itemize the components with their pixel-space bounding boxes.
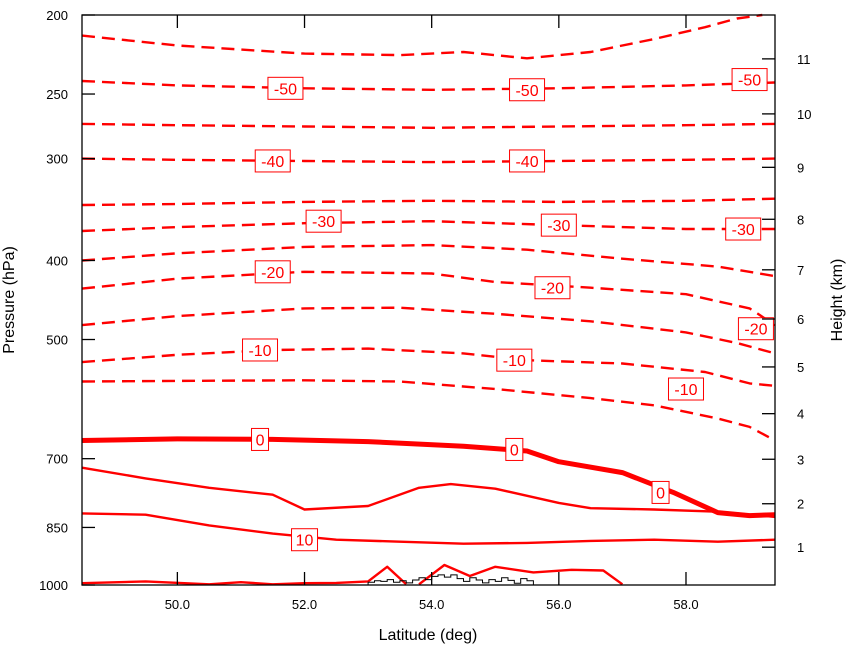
contour-line-0 [81, 13, 763, 60]
contour-line-2 [81, 122, 776, 129]
pressure-tick-label-2: 300 [46, 152, 68, 167]
contour-label-box-11 [242, 338, 279, 362]
contour-label-12: -10 [503, 353, 526, 370]
contour-label-box-13 [667, 377, 704, 401]
contour-line-5 [81, 220, 775, 233]
height-tick-label-9: 10 [797, 107, 811, 122]
contour-label-box-4 [509, 149, 546, 173]
contour-label-box-0 [267, 76, 304, 100]
x-tick-label-3: 56.0 [546, 597, 571, 612]
pressure-tick-label-6: 850 [46, 520, 68, 535]
contour-label-2: -50 [738, 73, 761, 90]
contour-label-box-14 [251, 427, 270, 451]
contour-line-4 [81, 197, 776, 207]
terrain-outline [367, 574, 540, 586]
x-tick-label-1: 52.0 [292, 597, 317, 612]
contour-label-5: -30 [312, 214, 335, 231]
contour-label-3: -40 [261, 154, 284, 171]
contour-label-10: -20 [744, 322, 767, 339]
contour-label-0: -50 [274, 81, 297, 98]
contour-line-13 [81, 512, 776, 545]
y-axis-title-height: Height (km) [829, 259, 846, 342]
height-tick-label-3: 4 [797, 407, 804, 422]
contour-label-box-1 [509, 78, 546, 102]
contour-line-6 [81, 243, 776, 278]
contour-label-box-7 [725, 217, 762, 241]
contour-line-8 [81, 306, 776, 355]
contour-label-box-10 [737, 317, 774, 341]
contour-label-box-8 [254, 260, 291, 284]
contour-line-1 [81, 79, 776, 91]
height-tick-label-6: 7 [797, 263, 804, 278]
height-tick-label-4: 5 [797, 360, 804, 375]
contour-line-15 [418, 563, 624, 586]
contour-line-9 [81, 347, 776, 388]
contour-label-box-2 [731, 68, 768, 92]
contour-label-6: -30 [547, 218, 570, 235]
height-tick-label-0: 1 [797, 540, 804, 555]
contour-label-8: -20 [261, 265, 284, 282]
contour-label-14: 0 [256, 432, 265, 449]
pressure-tick-label-5: 700 [46, 452, 68, 467]
height-tick-label-2: 3 [797, 452, 804, 467]
contour-line-7 [81, 270, 776, 327]
contour-label-16: 0 [656, 485, 665, 502]
contour-label-box-16 [651, 480, 670, 504]
contour-label-box-9 [534, 276, 571, 300]
contour-label-box-5 [305, 209, 342, 233]
contour-label-13: -10 [674, 382, 697, 399]
contour-label-box-12 [496, 348, 533, 372]
plot-frame [81, 14, 776, 586]
contour-label-7: -30 [732, 222, 755, 239]
contour-label-17: 10 [296, 533, 314, 550]
axes: 50.0 52.0 54.0 56.0 58.020025030040050070085… [39, 8, 811, 612]
x-axis-title: Latitude (deg) [379, 627, 478, 644]
contour-label-15: 0 [510, 442, 519, 459]
terrain-line [367, 574, 540, 586]
pressure-tick-label-4: 500 [46, 333, 68, 348]
height-tick-label-10: 11 [797, 52, 811, 67]
pressure-tick-label-0: 200 [46, 8, 68, 23]
contour-label-box-15 [505, 437, 524, 461]
contour-label-box-6 [540, 213, 577, 237]
contour-label-11: -10 [248, 343, 271, 360]
pressure-tick-label-1: 250 [46, 87, 68, 102]
x-tick-label-2: 54.0 [419, 597, 444, 612]
contour-label-box-3 [254, 149, 291, 173]
pressure-tick-label-7: 1000 [39, 578, 68, 593]
x-tick-label-0: 50.0 [165, 597, 190, 612]
height-tick-label-7: 8 [797, 212, 804, 227]
x-tick-label-4: 58.0 [673, 597, 698, 612]
contour-line-3 [81, 157, 776, 164]
pressure-tick-label-3: 400 [46, 253, 68, 268]
contour-label-1: -50 [515, 83, 538, 100]
height-tick-label-1: 2 [797, 497, 804, 512]
contour-line-10 [81, 379, 776, 442]
height-tick-label-8: 9 [797, 160, 804, 175]
contour-label-9: -20 [541, 281, 564, 298]
contour-label-4: -40 [515, 154, 538, 171]
contour-labels: -50 -50 -50 -40 -40 -30 -30 -30 -20 -20 -20 -10 -10 -… [242, 68, 774, 552]
contour-label-box-17 [291, 528, 319, 552]
contour-line-12 [81, 466, 776, 519]
height-tick-label-5: 6 [797, 312, 804, 327]
y-axis-title-pressure: Pressure (hPa) [1, 246, 18, 354]
